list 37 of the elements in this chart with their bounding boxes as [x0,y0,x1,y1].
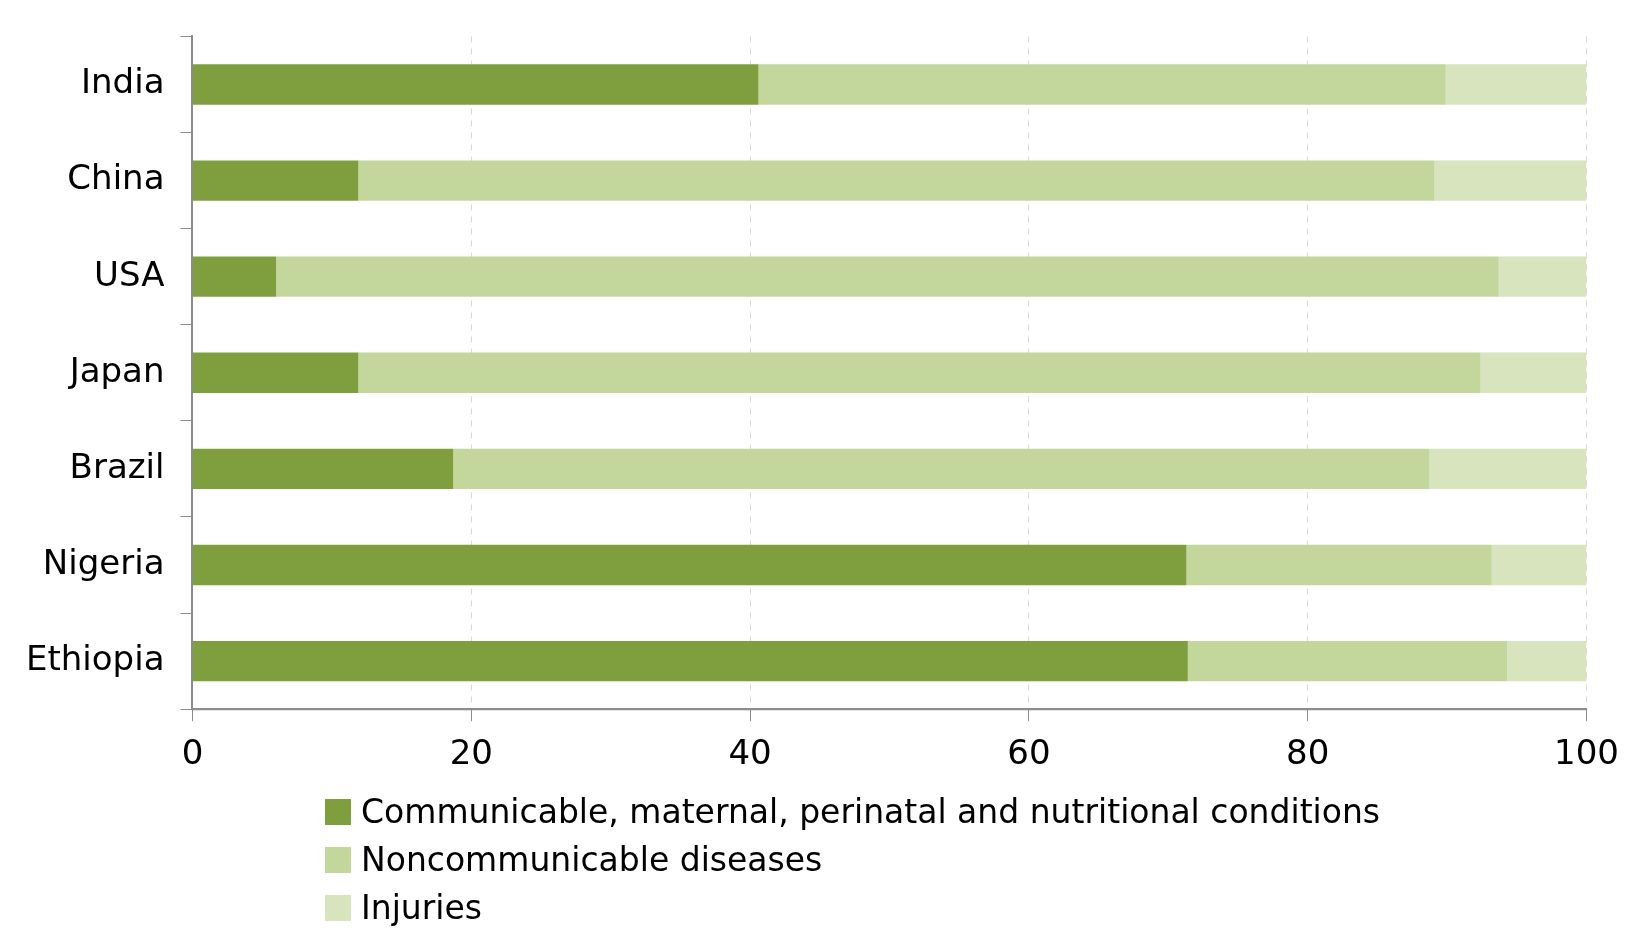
legend-label: Noncommunicable diseases [361,839,823,881]
bar [192,640,1188,682]
bar [192,160,359,201]
x-tick-label: 40 [728,732,772,773]
bar [1507,640,1587,682]
bar [1434,160,1587,201]
x-tick-label: 20 [449,732,493,773]
y-tick-label: Ethiopia [25,637,165,678]
bar [192,448,454,490]
bar [1498,256,1587,297]
y-tick-label: USA [94,253,165,294]
y-tick-label: Nigeria [42,541,165,582]
bar [1186,544,1492,586]
bar [358,160,1435,201]
bar [192,544,1187,586]
bar [1187,640,1508,682]
bar [358,352,1481,393]
x-tick-label: 80 [1286,732,1330,773]
legend-label: Injuries [361,887,482,929]
bar [1480,352,1587,393]
x-tick-label: 100 [1554,732,1620,773]
legend-label: Communicable, maternal, perinatal and nutritional conditions [361,791,1381,833]
x-tick-label: 60 [1007,732,1051,773]
bar [192,64,759,105]
bar [1491,544,1587,586]
bar [1429,448,1587,490]
bar [758,64,1446,105]
y-tick-label: India [81,61,165,102]
bar [453,448,1430,490]
bar [192,256,277,297]
y-tick-label: China [67,157,165,198]
y-tick-label: Brazil [69,445,165,486]
bar [276,256,1499,297]
bar [192,352,359,393]
y-tick-label: Japan [67,349,165,390]
bar [1445,64,1587,105]
x-tick-label: 0 [181,732,204,773]
